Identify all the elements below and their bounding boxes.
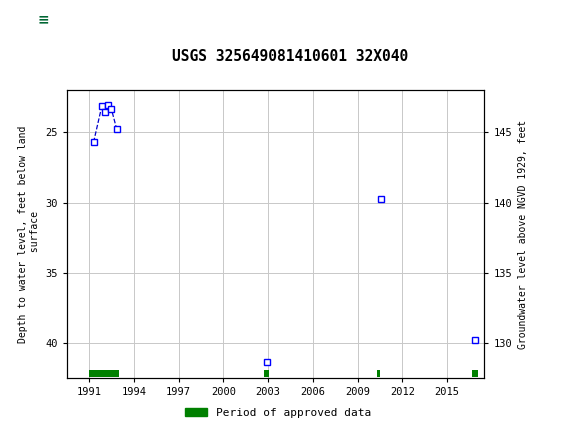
Legend: Period of approved data: Period of approved data <box>181 403 376 422</box>
Y-axis label: Depth to water level, feet below land
 surface: Depth to water level, feet below land su… <box>18 126 39 343</box>
Text: USGS: USGS <box>81 10 136 28</box>
FancyBboxPatch shape <box>14 6 72 33</box>
Bar <box>89 370 119 378</box>
Text: ≡: ≡ <box>38 12 49 26</box>
Bar <box>472 370 478 378</box>
Bar <box>264 370 269 378</box>
Bar <box>377 370 380 378</box>
Text: USGS 325649081410601 32X040: USGS 325649081410601 32X040 <box>172 49 408 64</box>
Y-axis label: Groundwater level above NGVD 1929, feet: Groundwater level above NGVD 1929, feet <box>517 120 528 349</box>
